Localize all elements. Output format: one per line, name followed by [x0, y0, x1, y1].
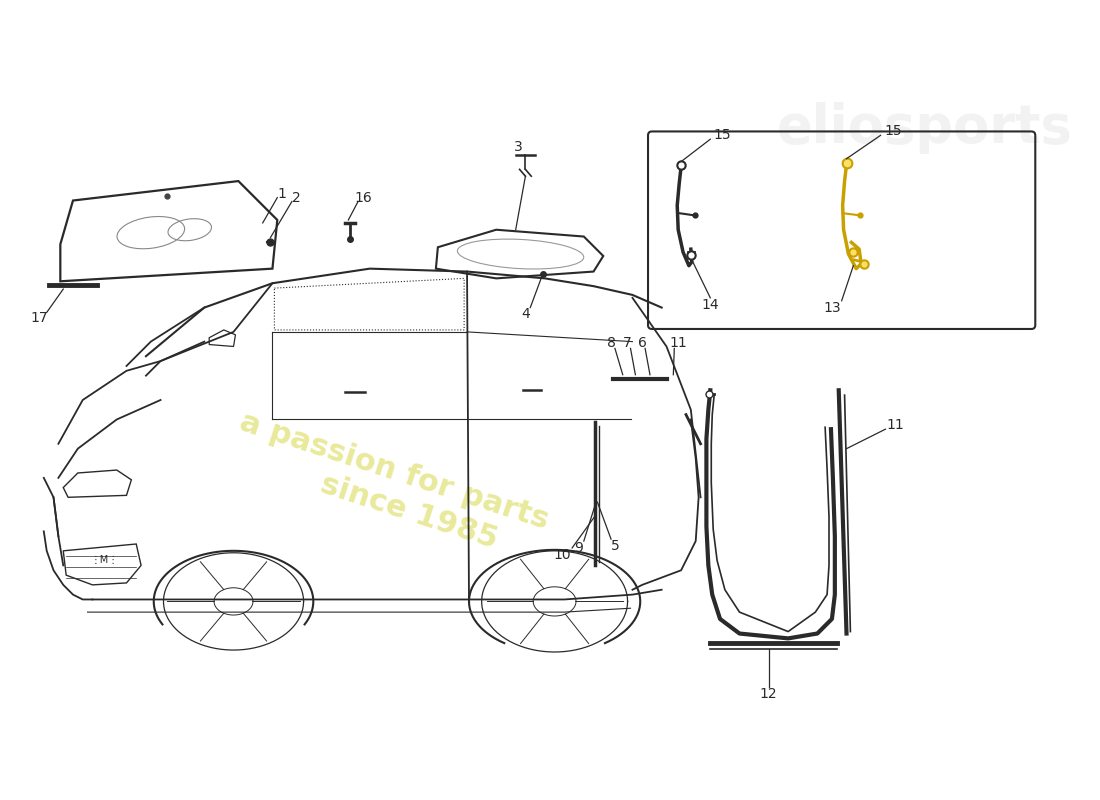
Text: 11: 11 [669, 335, 688, 350]
Text: 7: 7 [624, 335, 632, 350]
Text: ⋮M⋮: ⋮M⋮ [91, 555, 119, 566]
Text: 16: 16 [354, 190, 372, 205]
Text: 5: 5 [610, 539, 619, 553]
Text: eliosports: eliosports [777, 102, 1072, 154]
Text: 11: 11 [887, 418, 904, 432]
Text: 10: 10 [553, 548, 571, 562]
Text: 13: 13 [823, 301, 840, 314]
Text: 12: 12 [760, 687, 778, 701]
Text: 4: 4 [521, 307, 530, 322]
Text: 3: 3 [514, 140, 522, 154]
Text: 15: 15 [884, 125, 902, 138]
Text: 2: 2 [293, 190, 301, 205]
Text: a passion for parts
     since 1985: a passion for parts since 1985 [226, 408, 552, 567]
Text: 14: 14 [702, 298, 719, 312]
Text: 1: 1 [277, 186, 287, 201]
Text: 8: 8 [606, 335, 616, 350]
Text: 17: 17 [30, 311, 47, 326]
Text: 15: 15 [713, 128, 730, 142]
Text: 9: 9 [574, 541, 583, 555]
Text: 6: 6 [638, 335, 647, 350]
